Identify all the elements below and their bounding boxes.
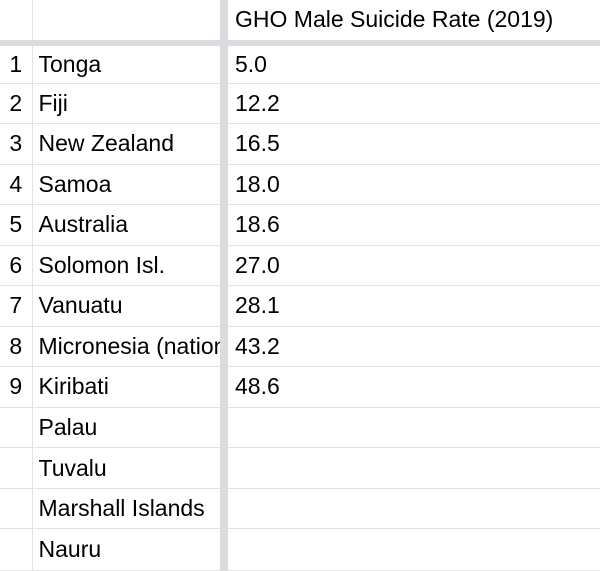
rank-cell[interactable] (0, 407, 33, 449)
rate-cell[interactable]: 27.0 (224, 245, 600, 287)
table-row: 7 Vanuatu 28.1 (0, 285, 600, 327)
rate-cell[interactable]: 18.6 (224, 204, 600, 246)
header-cell-country[interactable] (32, 0, 228, 46)
rank-cell[interactable]: 8 (0, 326, 33, 368)
country-cell[interactable]: Vanuatu (32, 285, 228, 327)
header-cell-rate[interactable]: GHO Male Suicide Rate (2019) (224, 0, 600, 46)
table-row: 3 New Zealand 16.5 (0, 123, 600, 165)
table-row: 4 Samoa 18.0 (0, 164, 600, 206)
rate-cell[interactable]: 5.0 (224, 42, 600, 84)
header-row: GHO Male Suicide Rate (2019) (0, 0, 600, 46)
rank-cell[interactable]: 2 (0, 83, 33, 125)
rate-cell[interactable]: 12.2 (224, 83, 600, 125)
country-cell[interactable]: Solomon Isl. (32, 245, 228, 287)
rank-cell[interactable]: 5 (0, 204, 33, 246)
rank-cell[interactable]: 1 (0, 42, 33, 84)
table-row: 5 Australia 18.6 (0, 204, 600, 246)
country-cell[interactable]: New Zealand (32, 123, 228, 165)
table-row: 2 Fiji 12.2 (0, 83, 600, 125)
rate-cell[interactable] (224, 447, 600, 489)
country-cell[interactable]: Kiribati (32, 366, 228, 408)
rate-cell[interactable] (224, 407, 600, 449)
rate-cell[interactable]: 43.2 (224, 326, 600, 368)
country-cell[interactable]: Tonga (32, 42, 228, 84)
rate-cell[interactable] (224, 488, 600, 530)
country-cell[interactable]: Palau (32, 407, 228, 449)
country-cell[interactable]: Tuvalu (32, 447, 228, 489)
rate-cell[interactable]: 28.1 (224, 285, 600, 327)
country-cell[interactable]: Nauru (32, 528, 228, 571)
rank-cell[interactable]: 3 (0, 123, 33, 165)
country-cell[interactable]: Samoa (32, 164, 228, 206)
rank-cell[interactable]: 9 (0, 366, 33, 408)
rate-cell[interactable]: 16.5 (224, 123, 600, 165)
rate-cell[interactable]: 18.0 (224, 164, 600, 206)
rate-cell[interactable]: 48.6 (224, 366, 600, 408)
country-cell[interactable]: Australia (32, 204, 228, 246)
rank-cell[interactable] (0, 447, 33, 489)
rank-cell[interactable]: 6 (0, 245, 33, 287)
rank-cell[interactable]: 4 (0, 164, 33, 206)
table-row: Nauru (0, 528, 600, 571)
table-row: Marshall Islands (0, 488, 600, 530)
country-cell[interactable]: Micronesia (nation) (32, 326, 228, 368)
rate-cell[interactable] (224, 528, 600, 571)
table-row: Tuvalu (0, 447, 600, 489)
country-cell[interactable]: Fiji (32, 83, 228, 125)
table-row: 8 Micronesia (nation) 43.2 (0, 326, 600, 368)
table-row: 9 Kiribati 48.6 (0, 366, 600, 408)
rank-cell[interactable] (0, 528, 33, 571)
table-row: Palau (0, 407, 600, 449)
rank-cell[interactable] (0, 488, 33, 530)
rank-cell[interactable]: 7 (0, 285, 33, 327)
table-row: 1 Tonga 5.0 (0, 42, 600, 84)
country-cell[interactable]: Marshall Islands (32, 488, 228, 530)
header-cell-rank[interactable] (0, 0, 33, 46)
table-row: 6 Solomon Isl. 27.0 (0, 245, 600, 287)
